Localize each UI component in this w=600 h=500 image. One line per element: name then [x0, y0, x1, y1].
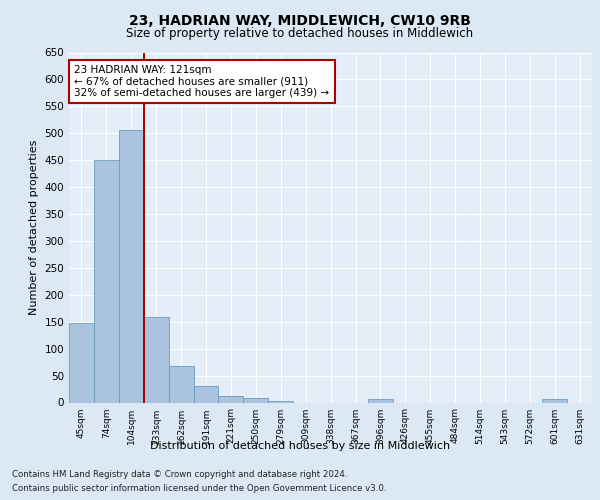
Text: 23 HADRIAN WAY: 121sqm
← 67% of detached houses are smaller (911)
32% of semi-de: 23 HADRIAN WAY: 121sqm ← 67% of detached…	[74, 64, 329, 98]
Text: Contains public sector information licensed under the Open Government Licence v3: Contains public sector information licen…	[12, 484, 386, 493]
Text: Distribution of detached houses by size in Middlewich: Distribution of detached houses by size …	[150, 441, 450, 451]
Bar	[69, 323, 94, 402]
Text: Size of property relative to detached houses in Middlewich: Size of property relative to detached ho…	[127, 28, 473, 40]
Text: 23, HADRIAN WAY, MIDDLEWICH, CW10 9RB: 23, HADRIAN WAY, MIDDLEWICH, CW10 9RB	[129, 14, 471, 28]
Bar	[169, 366, 194, 403]
Bar	[368, 400, 393, 402]
Bar	[218, 396, 244, 402]
Y-axis label: Number of detached properties: Number of detached properties	[29, 140, 39, 315]
Bar	[144, 318, 169, 402]
Text: Contains HM Land Registry data © Crown copyright and database right 2024.: Contains HM Land Registry data © Crown c…	[12, 470, 347, 479]
Bar	[268, 401, 293, 402]
Bar	[94, 160, 119, 402]
Bar	[542, 400, 567, 402]
Bar	[244, 398, 268, 402]
Bar	[119, 130, 144, 402]
Bar	[194, 386, 218, 402]
